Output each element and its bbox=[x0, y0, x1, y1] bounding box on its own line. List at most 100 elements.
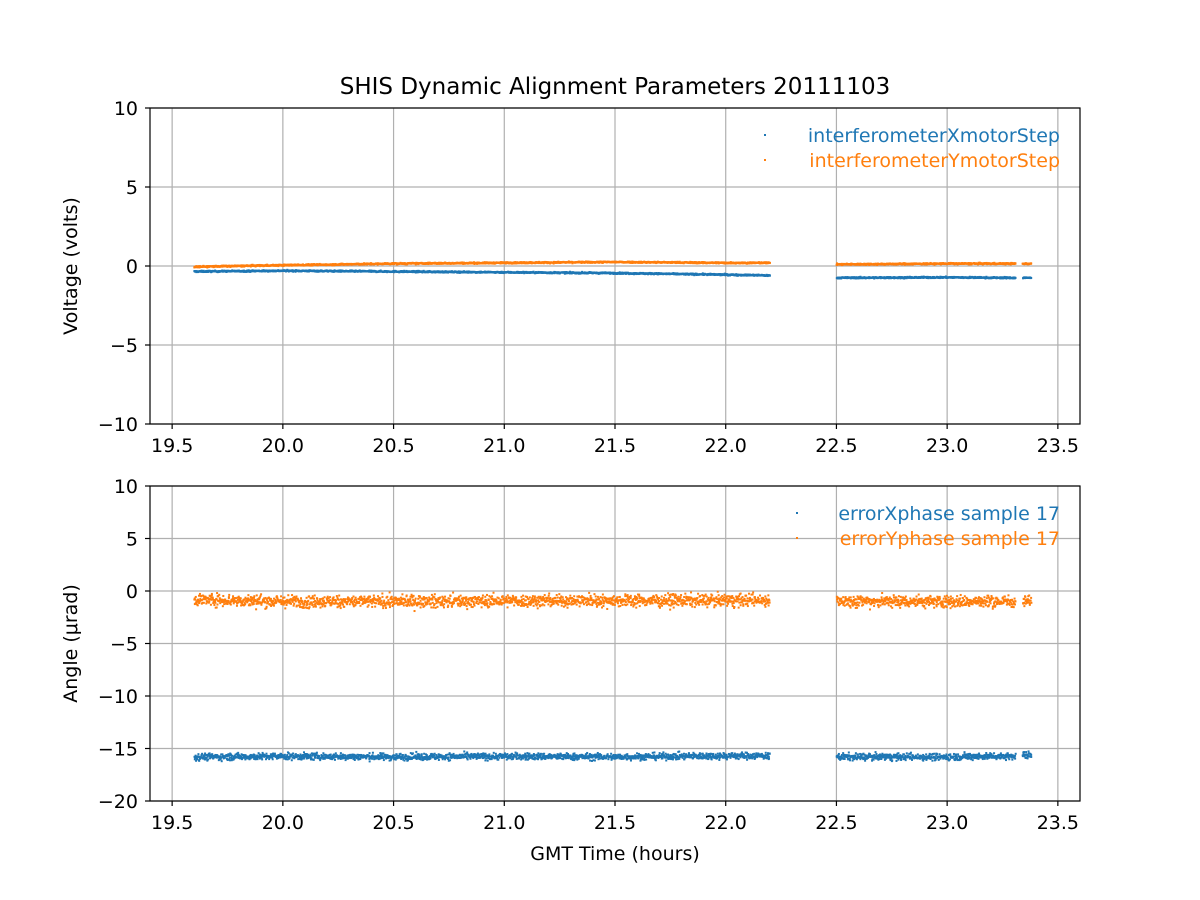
data-point bbox=[249, 756, 252, 759]
legend-marker bbox=[764, 134, 766, 136]
data-point bbox=[985, 275, 988, 278]
y-axis-label: Voltage (volts) bbox=[60, 197, 82, 335]
x-tick-label: 21.5 bbox=[594, 435, 636, 457]
data-point bbox=[219, 755, 222, 758]
data-point bbox=[205, 757, 208, 760]
data-point bbox=[499, 271, 502, 274]
data-point bbox=[208, 752, 211, 755]
data-point bbox=[339, 269, 342, 272]
data-point bbox=[198, 759, 201, 762]
data-point bbox=[230, 759, 233, 762]
data-point bbox=[251, 754, 254, 757]
data-point bbox=[215, 756, 218, 759]
x-tick-label: 20.0 bbox=[262, 435, 304, 457]
data-point bbox=[211, 753, 214, 756]
data-point bbox=[678, 260, 681, 263]
chart-panel-1: 19.5 20.0 20.5 21.0 21.5 22.0 22.5 23.0 23.51050… bbox=[60, 98, 1081, 457]
data-point bbox=[538, 260, 541, 263]
data-point bbox=[709, 272, 712, 275]
data-point bbox=[639, 261, 642, 264]
data-point bbox=[933, 263, 936, 266]
data-point bbox=[227, 754, 230, 757]
chart-title: SHIS Dynamic Alignment Parameters 201111… bbox=[340, 74, 891, 100]
data-point bbox=[233, 754, 236, 757]
data-point bbox=[226, 755, 229, 758]
data-point bbox=[219, 757, 222, 760]
legend: interferometerXmotorStepinterferometerYm… bbox=[764, 125, 1060, 172]
data-point bbox=[226, 759, 229, 762]
data-point bbox=[229, 752, 232, 755]
data-point bbox=[199, 756, 202, 759]
data-point bbox=[1030, 262, 1033, 265]
data-point bbox=[230, 756, 233, 759]
data-point bbox=[193, 758, 196, 761]
data-point bbox=[195, 757, 198, 760]
data-point bbox=[203, 755, 206, 758]
data-point bbox=[266, 263, 269, 266]
data-point bbox=[232, 758, 235, 761]
data-point bbox=[231, 754, 234, 757]
data-point bbox=[212, 757, 215, 760]
data-point bbox=[976, 263, 979, 266]
data-point bbox=[758, 261, 761, 264]
legend-marker bbox=[764, 159, 766, 161]
data-point bbox=[194, 755, 197, 758]
data-point bbox=[203, 753, 206, 756]
data-point bbox=[206, 755, 209, 758]
data-point bbox=[237, 751, 240, 754]
data-point bbox=[197, 753, 200, 756]
data-point bbox=[194, 754, 197, 757]
data-point bbox=[244, 758, 247, 761]
data-point bbox=[219, 758, 222, 761]
y-tick-label: 10 bbox=[114, 98, 138, 120]
data-point bbox=[217, 759, 220, 762]
data-point bbox=[210, 753, 213, 756]
data-point bbox=[206, 266, 209, 269]
series-interferometerymotorstep bbox=[193, 260, 1033, 269]
data-point bbox=[211, 755, 214, 758]
data-point bbox=[198, 266, 201, 269]
data-point bbox=[228, 759, 231, 762]
data-point bbox=[238, 754, 241, 757]
data-point bbox=[201, 752, 204, 755]
data-point bbox=[223, 756, 226, 759]
legend-label: interferometerYmotorStep bbox=[809, 150, 1060, 172]
data-point bbox=[204, 752, 207, 755]
data-point bbox=[207, 758, 210, 761]
x-tick-label: 20.5 bbox=[372, 435, 414, 457]
data-point bbox=[195, 759, 198, 762]
data-point bbox=[240, 753, 243, 756]
data-point bbox=[200, 754, 203, 757]
data-point bbox=[228, 757, 231, 760]
data-point bbox=[428, 261, 431, 264]
chart-panel-2: 19.5 20.0 20.5 21.0 21.5 22.0 22.5 23.0 23.51050… bbox=[60, 476, 1081, 865]
data-point bbox=[237, 755, 240, 758]
y-tick-label: 5 bbox=[126, 177, 138, 199]
data-point bbox=[203, 758, 206, 761]
data-point bbox=[195, 755, 198, 758]
data-point bbox=[222, 757, 225, 760]
series-errorxphase-sample-17 bbox=[193, 750, 1033, 763]
data-point bbox=[230, 753, 233, 756]
data-point bbox=[925, 263, 928, 266]
data-point bbox=[234, 753, 237, 756]
data-point bbox=[315, 270, 318, 273]
data-point bbox=[221, 755, 224, 758]
data-point bbox=[1003, 275, 1006, 278]
y-tick-label: 0 bbox=[126, 256, 138, 278]
chart-panels: 19.5 20.0 20.5 21.0 21.5 22.0 22.5 23.0 23.51050… bbox=[60, 98, 1081, 865]
data-point bbox=[376, 263, 379, 266]
data-point bbox=[768, 261, 771, 264]
y-tick-label: −5 bbox=[110, 335, 138, 357]
x-tick-label: 22.5 bbox=[815, 435, 857, 457]
data-point bbox=[239, 757, 242, 760]
data-point bbox=[204, 758, 207, 761]
x-tick-label: 23.0 bbox=[926, 435, 968, 457]
data-point bbox=[221, 753, 224, 756]
data-point bbox=[244, 754, 247, 757]
data-point bbox=[235, 756, 238, 759]
data-point bbox=[1014, 276, 1017, 279]
data-point bbox=[993, 261, 996, 264]
data-point bbox=[552, 262, 555, 265]
